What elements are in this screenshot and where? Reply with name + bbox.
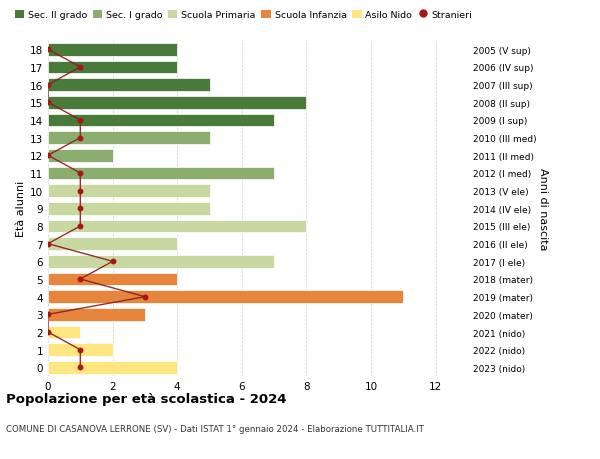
Bar bbox=[48, 255, 274, 268]
Bar bbox=[48, 344, 113, 356]
Point bbox=[76, 346, 85, 353]
Bar bbox=[48, 97, 307, 109]
Point bbox=[108, 258, 118, 265]
Point bbox=[76, 364, 85, 371]
Bar bbox=[48, 326, 80, 339]
Bar bbox=[48, 291, 403, 303]
Point bbox=[43, 99, 53, 106]
Point bbox=[76, 205, 85, 213]
Bar bbox=[48, 273, 177, 286]
Bar bbox=[48, 167, 274, 180]
Bar bbox=[48, 238, 177, 251]
Y-axis label: Anni di nascita: Anni di nascita bbox=[538, 168, 548, 250]
Bar bbox=[48, 79, 209, 92]
Point bbox=[76, 276, 85, 283]
Point bbox=[76, 134, 85, 142]
Y-axis label: Età alunni: Età alunni bbox=[16, 181, 26, 237]
Bar bbox=[48, 44, 177, 56]
Bar bbox=[48, 114, 274, 127]
Bar bbox=[48, 185, 209, 197]
Point bbox=[76, 117, 85, 124]
Bar bbox=[48, 361, 177, 374]
Point bbox=[76, 188, 85, 195]
Bar bbox=[48, 132, 209, 145]
Point bbox=[76, 64, 85, 72]
Bar bbox=[48, 202, 209, 215]
Bar bbox=[48, 62, 177, 74]
Point bbox=[43, 241, 53, 248]
Text: Popolazione per età scolastica - 2024: Popolazione per età scolastica - 2024 bbox=[6, 392, 287, 405]
Point bbox=[43, 311, 53, 319]
Point bbox=[76, 223, 85, 230]
Bar bbox=[48, 150, 113, 162]
Bar bbox=[48, 220, 307, 233]
Point bbox=[43, 82, 53, 89]
Legend: Sec. II grado, Sec. I grado, Scuola Primaria, Scuola Infanzia, Asilo Nido, Stran: Sec. II grado, Sec. I grado, Scuola Prim… bbox=[11, 7, 476, 24]
Point bbox=[43, 152, 53, 160]
Point bbox=[140, 293, 150, 301]
Point bbox=[76, 170, 85, 177]
Point bbox=[43, 46, 53, 54]
Text: COMUNE DI CASANOVA LERRONE (SV) - Dati ISTAT 1° gennaio 2024 - Elaborazione TUTT: COMUNE DI CASANOVA LERRONE (SV) - Dati I… bbox=[6, 425, 424, 434]
Point bbox=[43, 329, 53, 336]
Bar bbox=[48, 308, 145, 321]
